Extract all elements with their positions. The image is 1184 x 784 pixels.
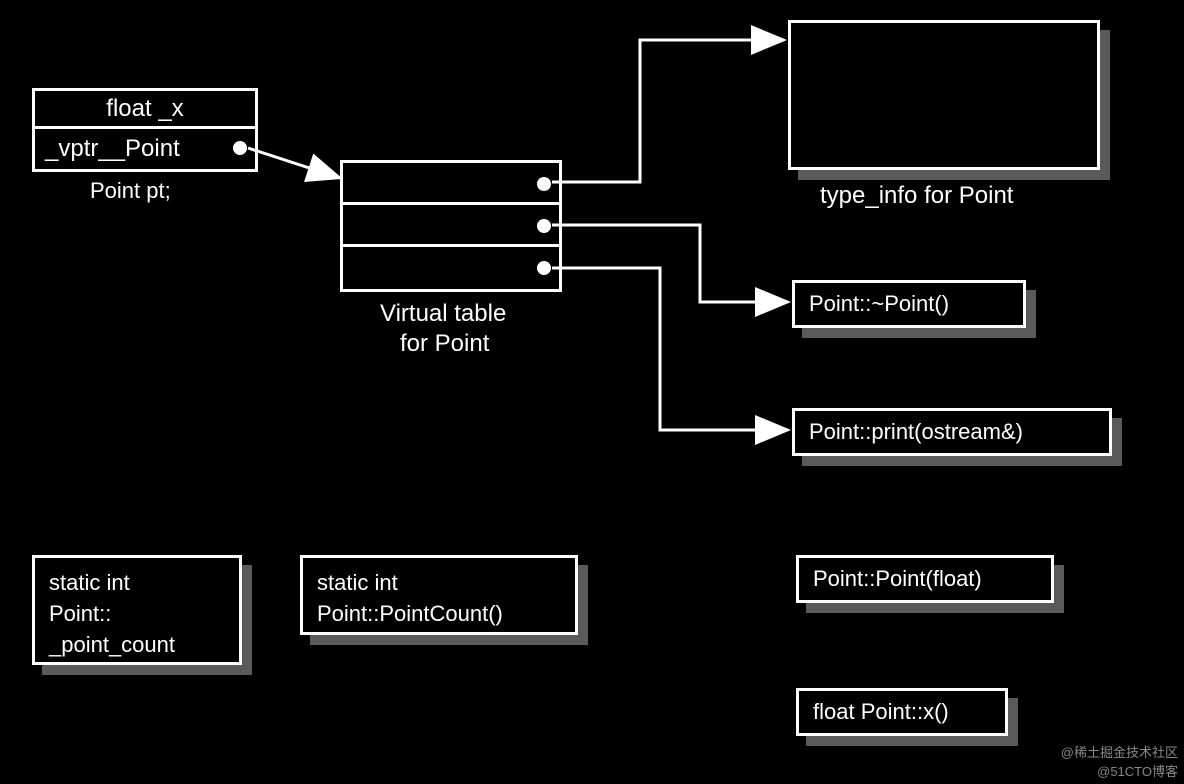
edge-vt2-print (552, 268, 788, 430)
static-fn-box: static int Point::PointCount() (300, 555, 578, 635)
watermark: @稀土掘金技术社区 @51CTO博客 (1061, 742, 1178, 780)
ctor-box: Point::Point(float) (796, 555, 1054, 603)
watermark-l1: @稀土掘金技术社区 (1061, 742, 1178, 761)
pointer-dot (537, 261, 551, 275)
dtor-box: Point::~Point() (792, 280, 1026, 328)
typeinfo-caption: type_info for Point (820, 182, 1013, 210)
point-object-row-1: _vptr__Point (35, 129, 255, 169)
xfn-box: float Point::x() (796, 688, 1008, 736)
static-fn-l2: Point::PointCount() (317, 599, 561, 630)
dtor-text: Point::~Point() (809, 291, 949, 316)
edge-vt0-typeinfo (552, 40, 784, 182)
static-count-l3: _point_count (49, 630, 225, 661)
xfn-text: float Point::x() (813, 699, 949, 724)
vtable-row-0 (343, 163, 559, 205)
vtable-row-1 (343, 205, 559, 247)
pointer-dot (233, 141, 247, 155)
point-object-box: float _x _vptr__Point (32, 88, 258, 172)
point-object-row-0: float _x (35, 91, 255, 129)
print-text: Point::print(ostream&) (809, 419, 1023, 444)
static-fn-l1: static int (317, 568, 561, 599)
typeinfo-box (788, 20, 1100, 170)
edge-vt1-dtor (552, 225, 788, 302)
pointer-dot (537, 219, 551, 233)
static-count-l1: static int (49, 568, 225, 599)
point-object-caption: Point pt; (90, 178, 171, 204)
static-count-l2: Point:: (49, 599, 225, 630)
cell-text: _vptr__Point (45, 135, 180, 163)
print-box: Point::print(ostream&) (792, 408, 1112, 456)
static-count-box: static int Point:: _point_count (32, 555, 242, 665)
cell-text: float _x (106, 95, 183, 123)
vtable-caption-2: for Point (400, 330, 489, 358)
vtable-caption-1: Virtual table (380, 300, 506, 328)
watermark-l2: @51CTO博客 (1061, 761, 1178, 780)
edge-pt-vtable (248, 148, 340, 178)
vtable-row-2 (343, 247, 559, 289)
ctor-text: Point::Point(float) (813, 566, 982, 591)
vtable-box (340, 160, 562, 292)
pointer-dot (537, 177, 551, 191)
